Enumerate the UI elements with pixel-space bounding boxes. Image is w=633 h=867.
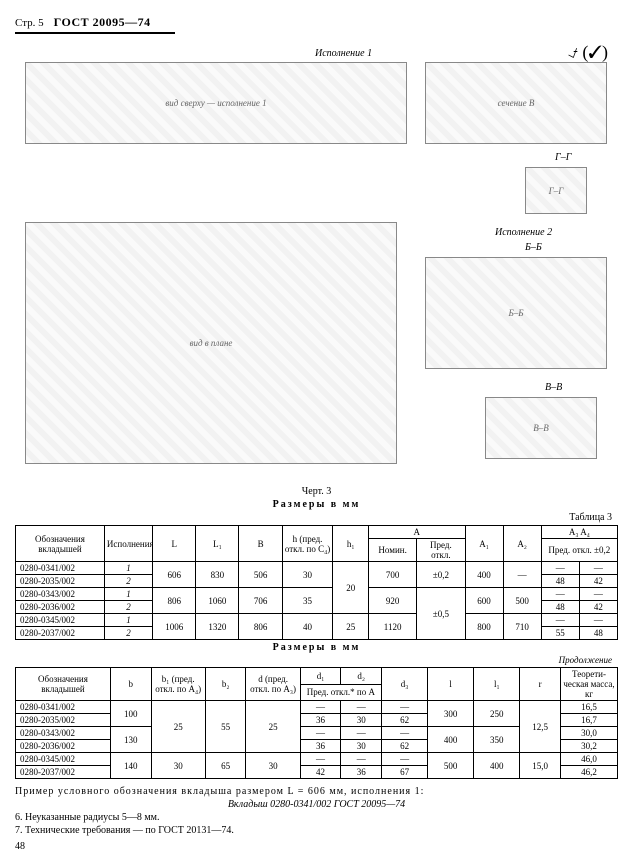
col-A1: A₁	[465, 526, 503, 562]
table3-label: Таблица 3	[21, 512, 612, 523]
col2-d: d (пред. откл. по A₃)	[246, 668, 300, 701]
continuation-label: Продолжение	[21, 655, 612, 665]
col-h: h (пред. откл. по C₄)	[282, 526, 333, 562]
col2-d1: d₁	[300, 668, 341, 685]
col-A-tol: Пред. откл.	[417, 539, 465, 562]
col-A3A4: A₃ A₄	[541, 526, 617, 539]
col2-mass: Теорети- ческая масса, кг	[560, 668, 617, 701]
col-B: B	[239, 526, 282, 562]
table-row: 0280-0345/002 1 1006 1320 806 40 25 1120…	[16, 614, 618, 627]
col-h1: h₁	[333, 526, 369, 562]
figure-caption: Черт. 3	[15, 486, 618, 497]
example-line1: Пример условного обозначения вкладыша ра…	[15, 785, 618, 798]
col2-l: l	[428, 668, 474, 701]
col2-b: b	[110, 668, 151, 701]
sizes-title-2: Размеры в мм	[15, 642, 618, 653]
note-7: 7. Технические требования — по ГОСТ 2013…	[15, 824, 618, 837]
notes-block: Пример условного обозначения вкладыша ра…	[15, 785, 618, 837]
drawing-top-view: вид сверху — исполнение 1	[25, 62, 407, 144]
col2-d3: d₃	[382, 668, 428, 701]
section-bb-label: Б–Б	[525, 242, 542, 253]
col-L: L	[153, 526, 196, 562]
execution1-label: Исполнение 1	[315, 48, 372, 59]
technical-drawing: ⍻ (✓) Исполнение 1 вид сверху — исполнен…	[15, 42, 618, 482]
col2-b2: b₂	[205, 668, 246, 701]
table-1: Обозначения вкладышей Исполнения L L₁ B …	[15, 525, 618, 640]
section-gg: Г–Г	[525, 167, 587, 214]
col-A-nom: Номин.	[369, 539, 417, 562]
page-label: Стр. 5	[15, 17, 44, 29]
section-bb: Б–Б	[425, 257, 607, 369]
col-A3A4-tol: Пред. откл. ±0,2	[541, 539, 617, 562]
col-L1: L₁	[196, 526, 239, 562]
page-number: 48	[15, 841, 618, 852]
col-A: A	[369, 526, 466, 539]
col2-dtol: Пред. откл.* по A	[300, 684, 381, 701]
col2-d2: d₂	[341, 668, 382, 685]
col-desig: Обозначения вкладышей	[16, 526, 105, 562]
page-header: Стр. 5 ГОСТ 20095—74	[15, 15, 175, 34]
gost-number: ГОСТ 20095—74	[54, 15, 151, 30]
table-row: 0280-0345/002 140 30 65 30 — — — 500 400…	[16, 753, 618, 766]
table-row: 0280-0341/002 1 606 830 506 30 20 700 ±0…	[16, 562, 618, 575]
drawing-plan-view: вид в плане	[25, 222, 397, 464]
table-2: Обозначения вкладышей b b₁ (пред. откл. …	[15, 667, 618, 779]
col2-l1: l₁	[474, 668, 520, 701]
col2-desig: Обозначения вкладышей	[16, 668, 111, 701]
table-row: 0280-0343/002 1 806 1060 706 35 920 ±0,5…	[16, 588, 618, 601]
section-vv: В–В	[485, 397, 597, 459]
col2-b1: b₁ (пред. откл. по A₄)	[151, 668, 205, 701]
sizes-title-1: Размеры в мм	[15, 499, 618, 510]
col2-r: r	[520, 668, 561, 701]
col-A2: A₂	[503, 526, 541, 562]
example-line2: Вкладыш 0280-0341/002 ГОСТ 20095—74	[15, 798, 618, 811]
note-6: 6. Неуказанные радиусы 5—8 мм.	[15, 811, 618, 824]
drawing-top-right: сечение B	[425, 62, 607, 144]
table-row: 0280-0341/002 100 25 55 25 — — — 300 250…	[16, 701, 618, 714]
execution2-label: Исполнение 2	[495, 227, 552, 238]
surface-mark: ⍻ (✓)	[568, 42, 608, 63]
col-exec: Исполнения	[104, 526, 152, 562]
section-vv-label: В–В	[545, 382, 562, 393]
section-gg-label: Г–Г	[555, 152, 571, 163]
